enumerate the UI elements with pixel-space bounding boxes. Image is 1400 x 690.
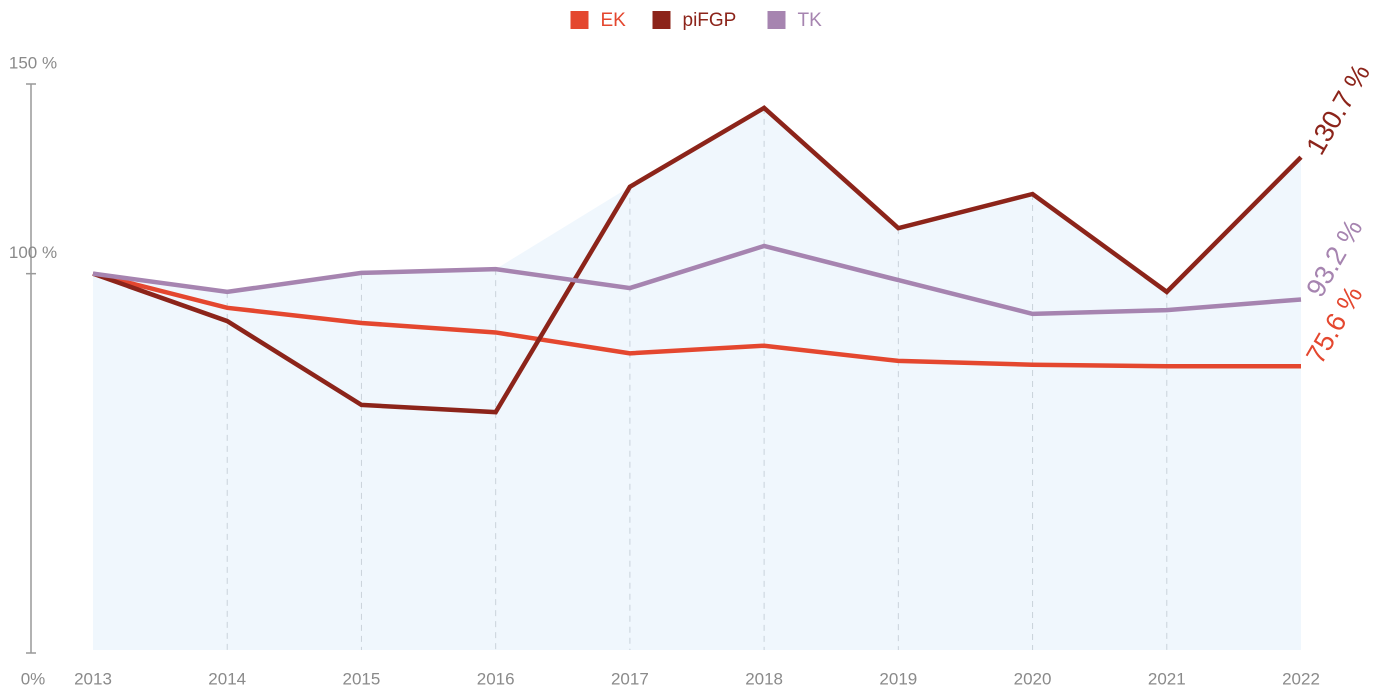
series-line: [92, 105, 1303, 415]
plot-area: [93, 107, 1301, 650]
end-label: 130.7 %: [1300, 59, 1376, 160]
legend-swatch: [652, 11, 671, 29]
y-tick-label: 150 %: [9, 53, 57, 72]
x-tick-label: 2016: [477, 669, 515, 688]
x-tick-label: 2014: [208, 669, 246, 688]
x-tick-label: 2020: [1014, 669, 1052, 688]
legend-label: TK: [798, 10, 823, 31]
x-tick-label: 2013: [74, 669, 112, 688]
legend-swatch: [570, 11, 589, 29]
x-tick-label: 2021: [1148, 669, 1186, 688]
x-tick-label: 2018: [745, 669, 783, 688]
legend-label: EK: [601, 10, 627, 31]
series-line: [92, 271, 1301, 369]
y-tick-label: 100 %: [9, 243, 57, 262]
x-tick-label: 2017: [611, 669, 649, 688]
series-line: [92, 243, 1302, 317]
end-label: 75.6 %: [1300, 281, 1368, 369]
end-label: 93.2 %: [1300, 214, 1368, 302]
legend-label: piFGP: [683, 10, 737, 31]
x-tick-label: 2022: [1282, 669, 1320, 688]
legend-swatch: [767, 11, 786, 29]
y-tick-label: 0%: [21, 669, 46, 688]
x-tick-label: 2015: [343, 669, 381, 688]
x-tick-label: 2019: [879, 669, 917, 688]
